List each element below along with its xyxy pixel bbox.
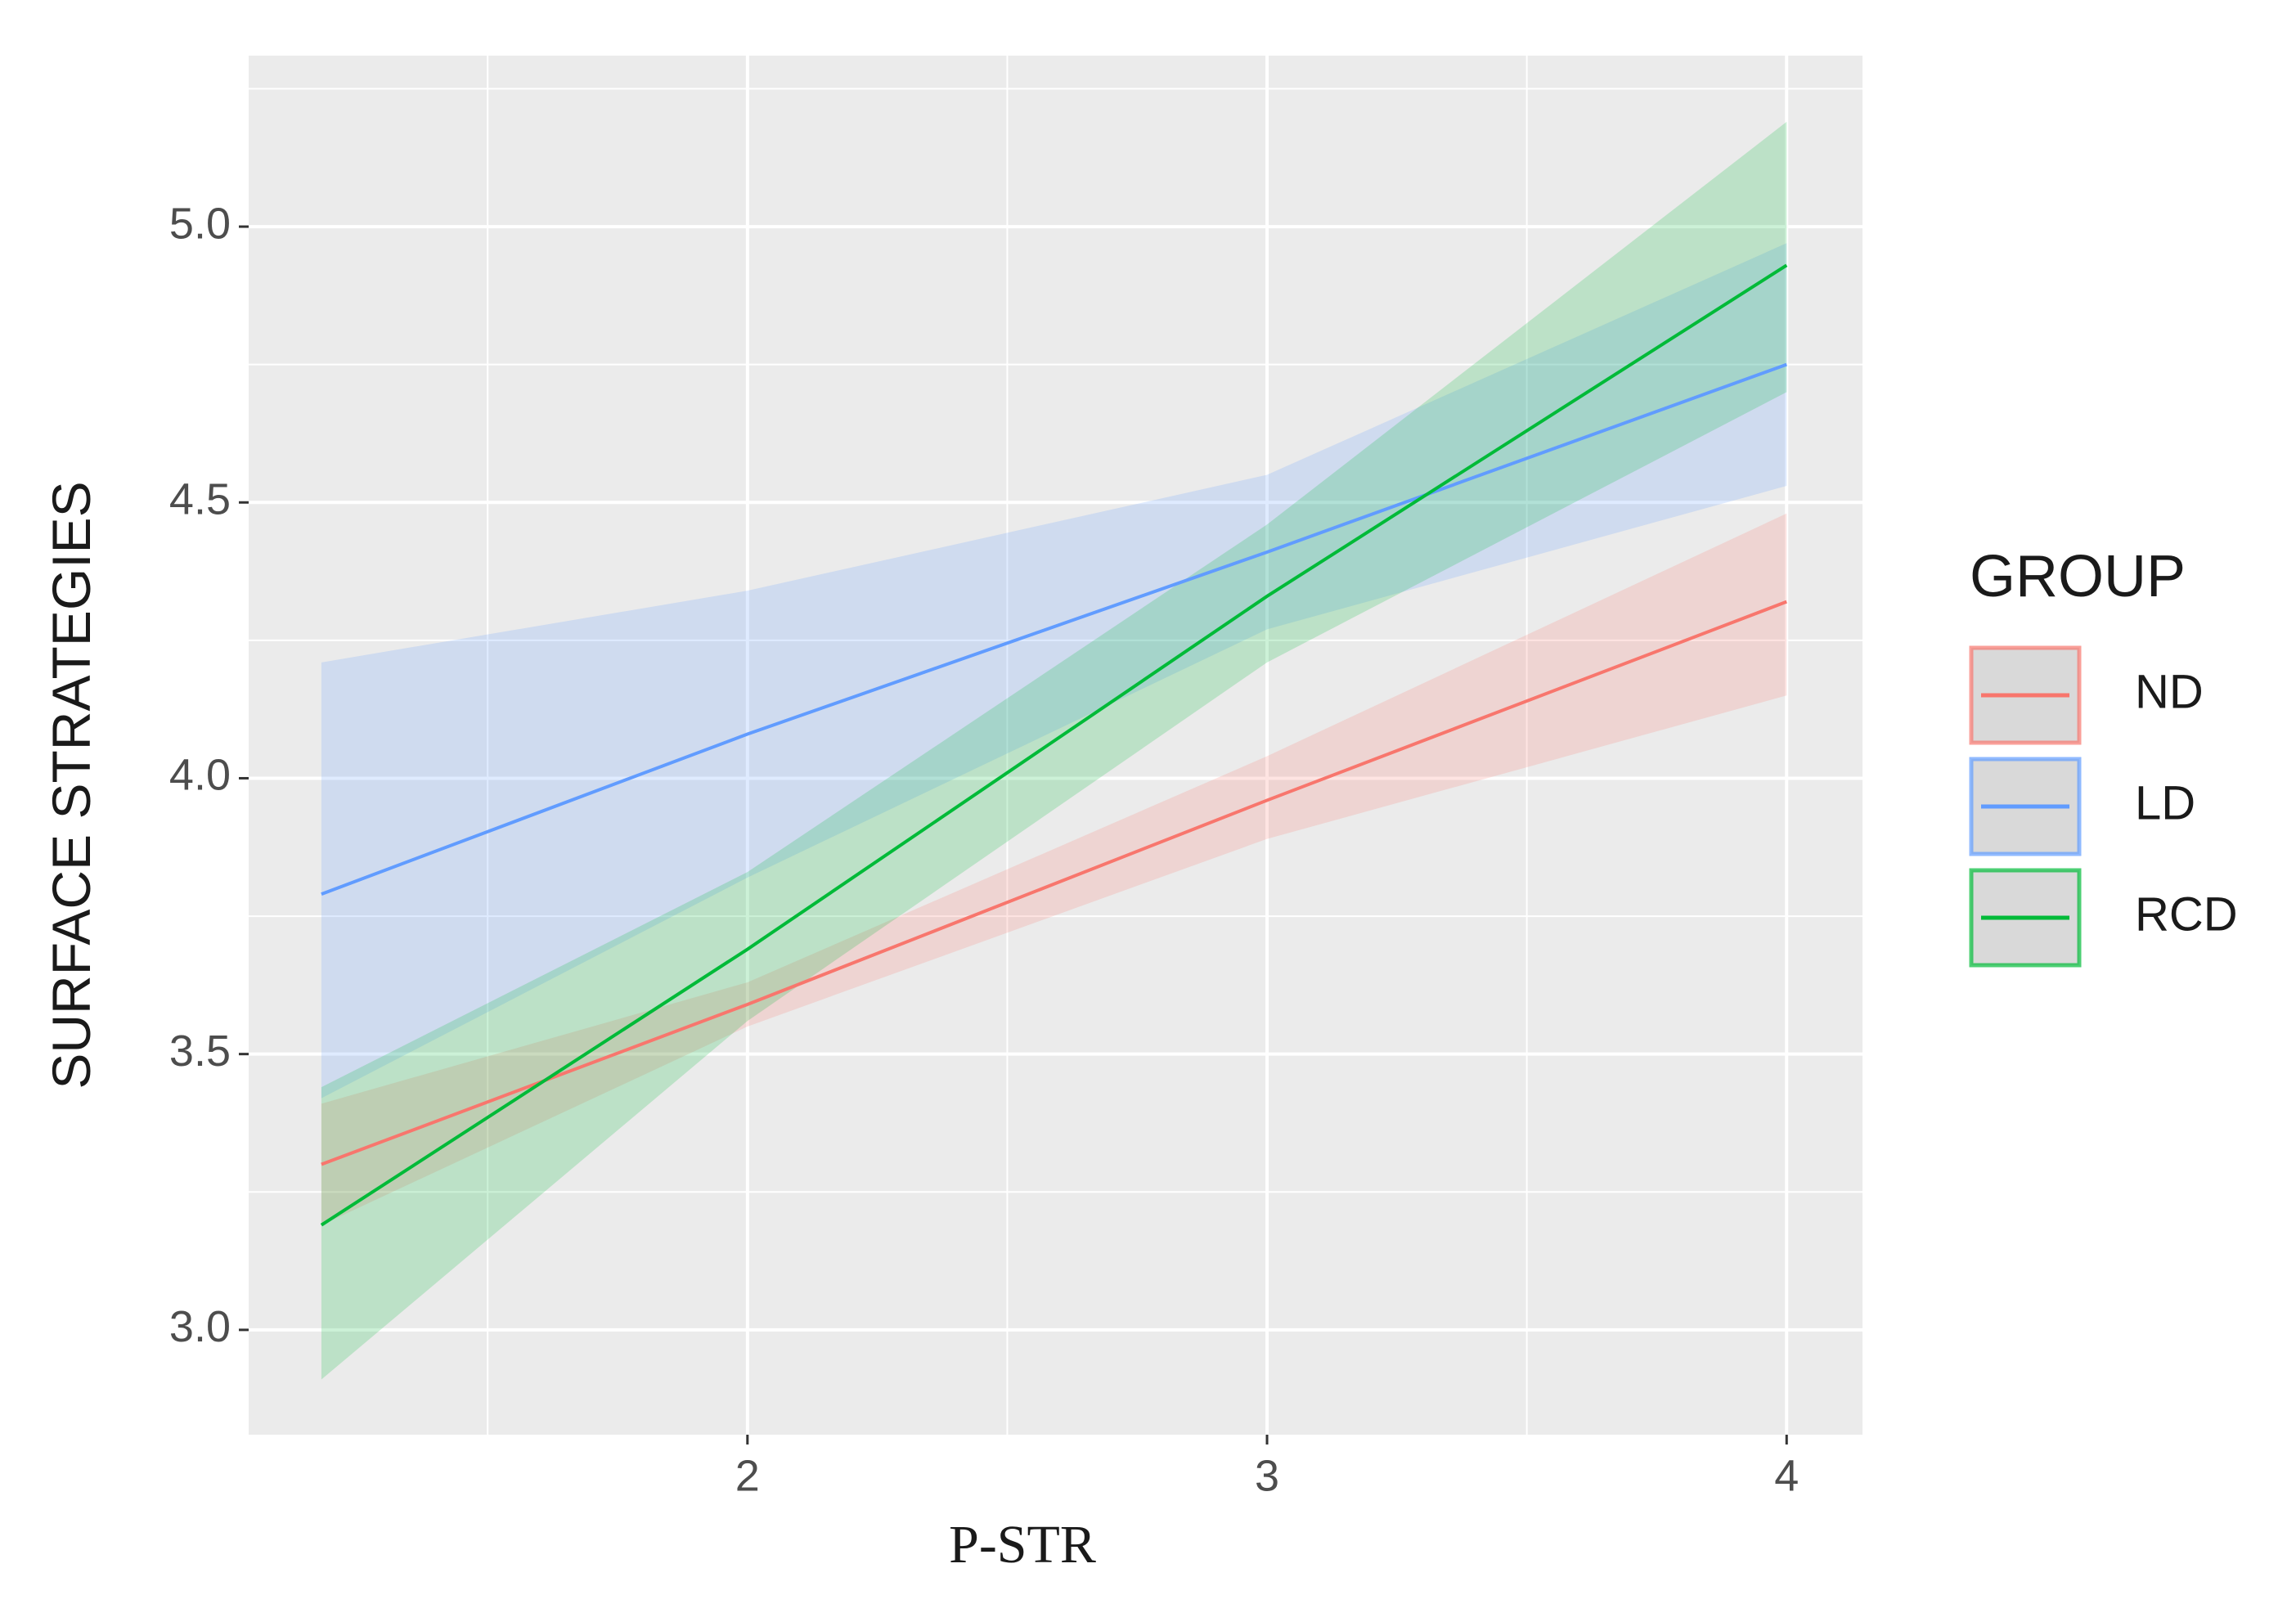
legend-title: GROUP [1970,544,2186,609]
confidence-band [321,243,1787,1099]
confidence-band [321,121,1787,1380]
legend-label: RCD [2135,887,2238,941]
x-axis-title: P-STR [949,1515,1096,1575]
line [321,600,1787,1166]
y-axis-title: SURFACE STRATEGIES [41,481,101,1089]
legend-label: LD [2135,776,2195,829]
y-tick-label: 5.0 [169,199,231,248]
confidence-band [321,513,1787,1225]
legend-label: ND [2135,665,2204,718]
x-tick-label: 4 [1774,1451,1799,1500]
panel [249,56,1862,1435]
y-tick-label: 4.0 [169,751,231,800]
y-tick-label: 3.5 [169,1027,231,1076]
x-tick-label: 2 [735,1451,760,1500]
y-tick-label: 4.5 [169,475,231,524]
line [321,362,1787,896]
line [320,263,1788,1227]
y-tick-label: 3.0 [169,1302,231,1351]
x-tick-label: 3 [1255,1451,1279,1500]
